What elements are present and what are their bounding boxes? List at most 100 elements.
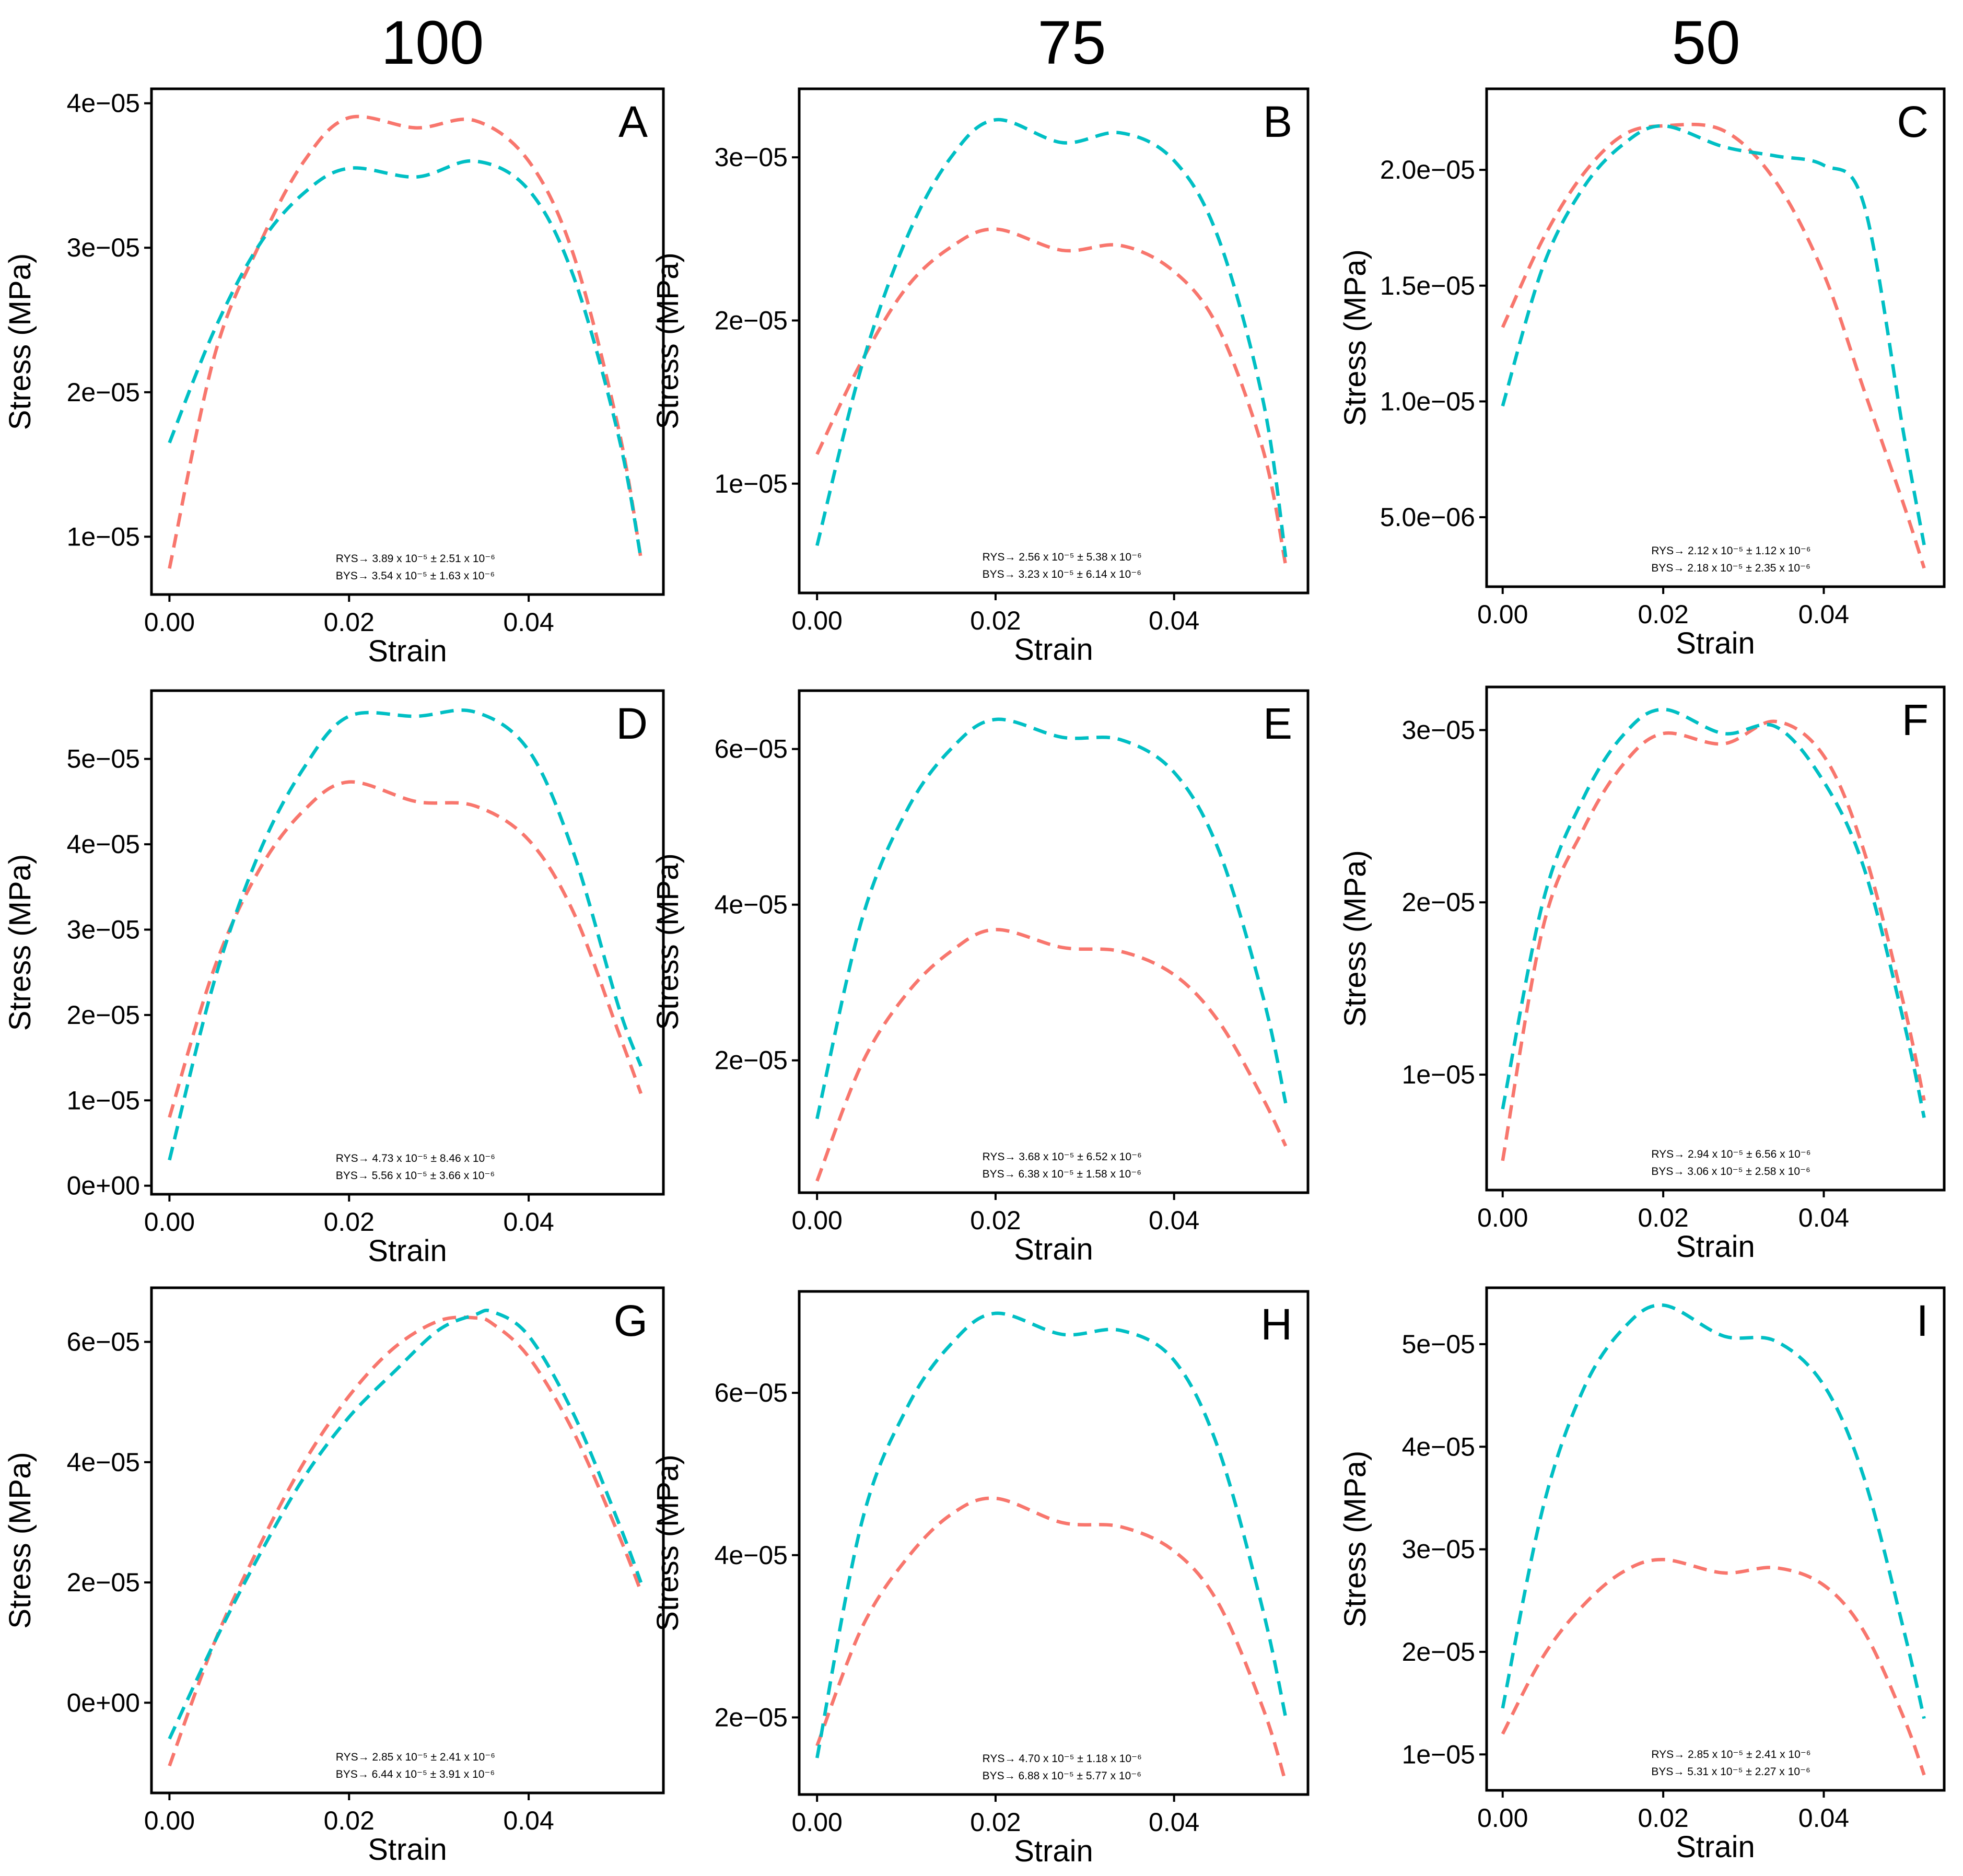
y-axis-label: Stress (MPa) <box>651 853 685 1030</box>
x-axis-label: Strain <box>1676 626 1755 660</box>
series-rys-line <box>1501 719 1926 1161</box>
x-tick-label: 0.04 <box>1149 1206 1199 1235</box>
y-tick-label: 2e−05 <box>1402 1637 1475 1667</box>
y-tick-label: 2e−05 <box>67 1000 140 1030</box>
x-tick-label: 0.00 <box>792 1206 843 1235</box>
x-tick-label: 0.02 <box>324 608 375 637</box>
x-tick-label: 0.02 <box>324 1806 375 1835</box>
x-tick-label: 0.00 <box>1477 1203 1528 1232</box>
y-tick-label: 2e−05 <box>715 1046 788 1075</box>
y-tick-label: 5e−05 <box>67 744 140 774</box>
y-axis-label: Stress (MPa) <box>1338 850 1372 1027</box>
series-rys-line <box>815 1496 1288 1783</box>
plot-frame <box>1485 685 1946 1192</box>
x-tick-label: 0.02 <box>1638 1803 1688 1833</box>
series-bys-line <box>815 118 1288 557</box>
x-tick-label: 0.04 <box>503 1806 554 1835</box>
plot-frame <box>1485 1286 1946 1792</box>
panel-d: 0.00 0.02 0.04 0e+00 1e−05 2e−05 3e−05 4e−05 5e−… <box>3 689 665 1268</box>
column-title-75: 75 <box>1037 8 1106 77</box>
y-tick-label: 4e−05 <box>67 89 140 118</box>
annotation-rys: RYS→ 2.94 x 10⁻⁵ ± 6.56 x 10⁻⁶ <box>1651 1148 1810 1160</box>
panel-letter: A <box>618 97 648 146</box>
x-tick-label: 0.00 <box>1477 600 1528 629</box>
y-tick-label: 4e−05 <box>67 1448 140 1477</box>
y-tick-label: 3e−05 <box>67 233 140 262</box>
annotation-bys: BYS→ 5.31 x 10⁻⁵ ± 2.27 x 10⁻⁶ <box>1651 1766 1810 1778</box>
panel-e: 0.00 0.02 0.04 2e−05 4e−05 6e−05 Strain Stress … <box>651 689 1310 1266</box>
y-tick-label: 2.0e−05 <box>1380 155 1475 184</box>
y-tick-label: 1e−05 <box>67 522 140 551</box>
column-title-100: 100 <box>381 8 484 77</box>
column-title-50: 50 <box>1672 8 1740 77</box>
annotation-bys: BYS→ 5.56 x 10⁻⁵ ± 3.66 x 10⁻⁶ <box>336 1170 495 1182</box>
plot-frame <box>150 87 665 596</box>
panel-letter: E <box>1263 699 1292 748</box>
x-tick-label: 0.00 <box>792 606 843 635</box>
series-bys-line <box>1501 707 1926 1118</box>
panel-b: 0.00 0.02 0.04 1e−05 2e−05 3e−05 Strain Stress … <box>651 87 1310 667</box>
annotation-bys: BYS→ 3.06 x 10⁻⁵ ± 2.58 x 10⁻⁶ <box>1651 1166 1810 1178</box>
y-tick-label: 4e−05 <box>715 1541 788 1570</box>
series-rys-line <box>815 928 1288 1182</box>
y-tick-label: 3e−05 <box>67 915 140 944</box>
panel-letter: I <box>1917 1296 1929 1345</box>
x-tick-label: 0.04 <box>503 608 554 637</box>
y-tick-label: 6e−05 <box>715 735 788 764</box>
annotation-rys: RYS→ 2.85 x 10⁻⁵ ± 2.41 x 10⁻⁶ <box>1651 1749 1810 1761</box>
annotation-rys: RYS→ 2.85 x 10⁻⁵ ± 2.41 x 10⁻⁶ <box>336 1751 495 1763</box>
y-tick-label: 0e+00 <box>67 1171 140 1201</box>
series-bys-line <box>815 717 1288 1120</box>
x-tick-label: 0.04 <box>1149 1808 1199 1837</box>
panel-g: 0.00 0.02 0.04 0e+00 2e−05 4e−05 6e−05 Strain St… <box>3 1286 665 1867</box>
series-rys-line <box>168 1315 643 1767</box>
y-axis-label: Stress (MPa) <box>3 1452 37 1628</box>
x-axis-label: Strain <box>368 634 447 668</box>
x-tick-label: 0.00 <box>1477 1803 1528 1833</box>
panel-letter: G <box>614 1296 648 1345</box>
y-axis-label: Stress (MPa) <box>651 252 685 429</box>
annotation-bys: BYS→ 3.54 x 10⁻⁵ ± 1.63 x 10⁻⁶ <box>336 570 495 582</box>
annotation-rys: RYS→ 4.70 x 10⁻⁵ ± 1.18 x 10⁻⁶ <box>983 1753 1142 1765</box>
y-tick-label: 2e−05 <box>1402 888 1475 917</box>
panel-letter: D <box>616 699 648 748</box>
x-tick-label: 0.04 <box>1798 1803 1849 1833</box>
annotation-rys: RYS→ 4.73 x 10⁻⁵ ± 8.46 x 10⁻⁶ <box>336 1152 495 1164</box>
panel-letter: H <box>1260 1300 1292 1349</box>
x-tick-label: 0.02 <box>1638 1203 1688 1232</box>
panel-i: 0.00 0.02 0.04 1e−05 2e−05 3e−05 4e−05 5e−05 Str… <box>1338 1286 1946 1864</box>
x-tick-label: 0.00 <box>144 608 195 637</box>
x-axis-label: Strain <box>368 1833 447 1867</box>
x-tick-label: 0.02 <box>970 606 1021 635</box>
annotation-bys: BYS→ 2.18 x 10⁻⁵ ± 2.35 x 10⁻⁶ <box>1651 562 1810 574</box>
y-axis-label: Stress (MPa) <box>651 1454 685 1631</box>
y-tick-label: 1e−05 <box>715 469 788 498</box>
x-tick-label: 0.04 <box>1149 606 1199 635</box>
y-tick-label: 2e−05 <box>67 378 140 407</box>
annotation-rys: RYS→ 2.12 x 10⁻⁵ ± 1.12 x 10⁻⁶ <box>1651 545 1810 557</box>
series-bys-line <box>1501 124 1926 545</box>
x-tick-label: 0.00 <box>144 1806 195 1835</box>
annotation-bys: BYS→ 6.88 x 10⁻⁵ ± 5.77 x 10⁻⁶ <box>983 1770 1141 1782</box>
panel-c: 0.00 0.02 0.04 5.0e−06 1.0e−05 1.5e−05 2.0e−05… <box>1338 87 1946 660</box>
annotation-rys: RYS→ 3.68 x 10⁻⁵ ± 6.52 x 10⁻⁶ <box>983 1151 1142 1163</box>
series-bys-line <box>815 1311 1288 1758</box>
y-tick-label: 1.5e−05 <box>1380 271 1475 300</box>
x-tick-label: 0.02 <box>324 1207 375 1237</box>
x-tick-label: 0.02 <box>970 1808 1021 1837</box>
y-tick-label: 6e−05 <box>715 1378 788 1407</box>
x-tick-label: 0.04 <box>1798 1203 1849 1232</box>
x-axis-label: Strain <box>1014 1232 1093 1266</box>
annotation-bys: BYS→ 6.44 x 10⁻⁵ ± 3.91 x 10⁻⁶ <box>336 1768 495 1780</box>
plot-frame <box>798 689 1310 1194</box>
y-tick-label: 3e−05 <box>1402 1535 1475 1564</box>
x-axis-label: Strain <box>1676 1230 1755 1264</box>
x-tick-label: 0.02 <box>970 1206 1021 1235</box>
y-tick-label: 5.0e−06 <box>1380 503 1475 532</box>
annotation-rys: RYS→ 2.56 x 10⁻⁵ ± 5.38 x 10⁻⁶ <box>983 551 1142 563</box>
series-rys-line <box>168 780 643 1118</box>
y-axis-label: Stress (MPa) <box>3 854 37 1031</box>
x-tick-label: 0.04 <box>1798 600 1849 629</box>
y-tick-label: 5e−05 <box>1402 1330 1475 1359</box>
annotation-bys: BYS→ 3.23 x 10⁻⁵ ± 6.14 x 10⁻⁶ <box>983 568 1141 580</box>
